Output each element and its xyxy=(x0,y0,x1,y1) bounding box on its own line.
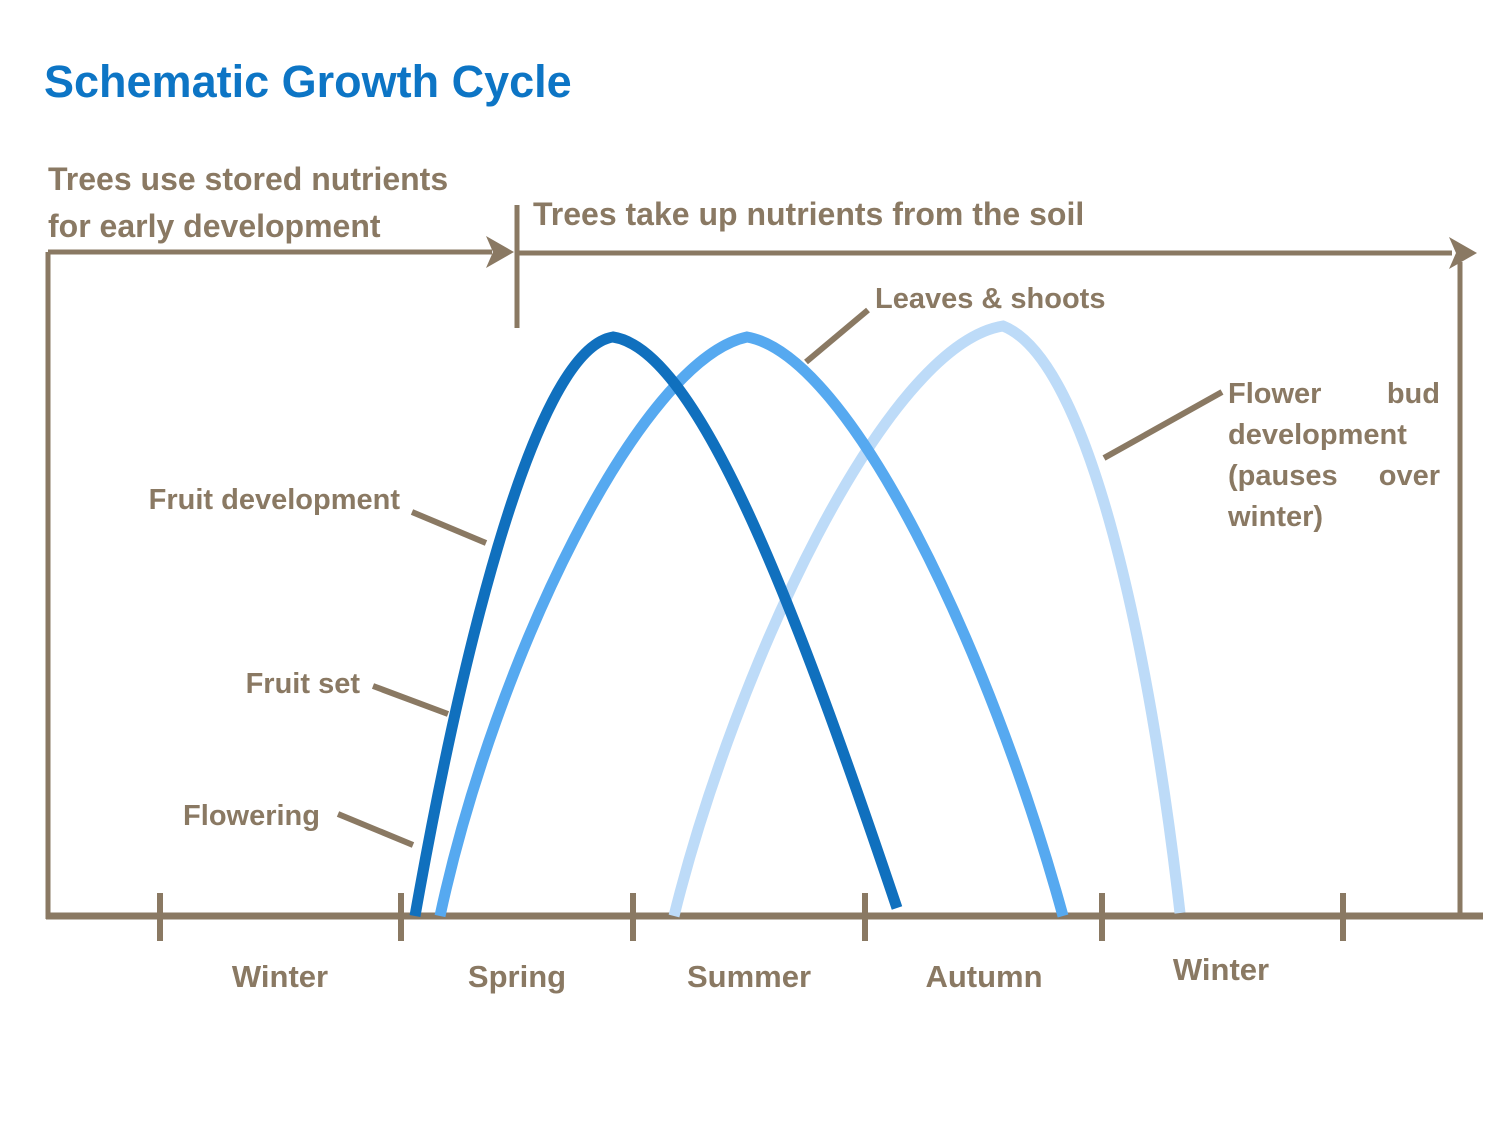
fruit-development-curve xyxy=(409,331,903,917)
season-label-spring: Spring xyxy=(467,959,567,994)
season-label-winter-1: Winter xyxy=(231,959,329,994)
soil-nutrients-annotation: Trees take up nutrients from the soil xyxy=(533,196,1085,232)
season-label-summer: Summer xyxy=(686,959,812,994)
flowering-leader-line xyxy=(336,811,415,848)
fruit-development-label: Fruit development xyxy=(148,484,400,516)
soil-nutrients-arrowhead-icon xyxy=(1449,237,1477,269)
stored-nutrients-annotation: Trees use stored nutrients for early dev… xyxy=(48,156,448,250)
page-title: Schematic Growth Cycle xyxy=(44,56,572,107)
season-label-autumn: Autumn xyxy=(925,959,1043,994)
season-label-winter-2: Winter xyxy=(1172,952,1270,987)
leaves-shoots-leader-line xyxy=(804,307,870,365)
leaves-shoots-label: Leaves & shoots xyxy=(875,283,1106,315)
stored-nutrients-annotation-line1: Trees use stored nutrients xyxy=(48,161,449,197)
x-axis-ticks xyxy=(157,893,1346,941)
flowering-label: Flowering xyxy=(183,800,320,832)
fruit-development-leader-line xyxy=(410,509,488,546)
stored-nutrients-arrowhead-icon xyxy=(486,236,514,268)
flower-bud-label: Flower bud development (pauses over wint… xyxy=(1228,378,1440,533)
fruit-set-label: Fruit set xyxy=(245,668,360,700)
flower-bud-leader-line xyxy=(1102,389,1224,461)
leader-lines xyxy=(336,307,1224,848)
fruit-set-leader-line xyxy=(371,683,450,717)
flower-bud-development-curve xyxy=(668,320,1186,918)
stored-nutrients-annotation-line2: for early development xyxy=(48,208,381,244)
leaves-and-shoots-curve xyxy=(434,331,1069,918)
